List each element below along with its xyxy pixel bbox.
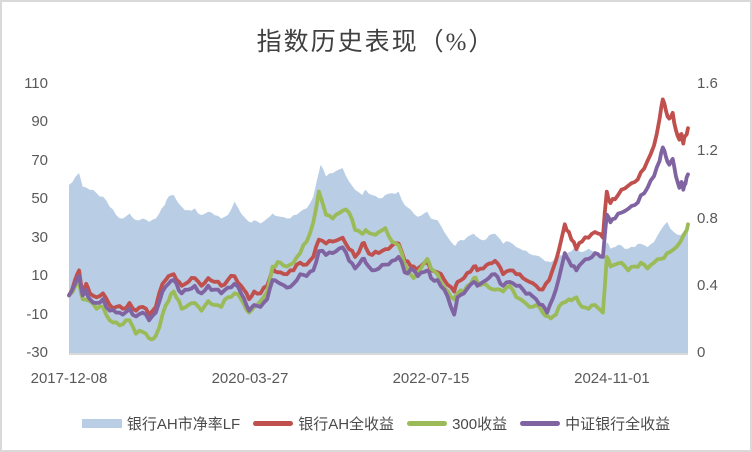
legend-item: 中证银行全收益: [520, 413, 670, 434]
line-series-3: [67, 145, 690, 323]
right-axis-tick-label: 1.6: [697, 75, 718, 92]
x-axis-tick-label: 2017-12-08: [30, 370, 108, 387]
legend-label: 300收益: [452, 415, 508, 433]
legend-line-swatch-icon: [520, 420, 561, 426]
line-series-2: [67, 189, 690, 342]
left-axis-tick-label: 30: [31, 228, 48, 246]
legend-item: 银行AH市净率LF: [81, 413, 241, 434]
legend-line-swatch-icon: [253, 420, 294, 426]
left-axis-tick-label: 10: [31, 267, 48, 285]
x-axis-tick-label: 2024-11-01: [574, 370, 650, 387]
legend-item: 300收益: [407, 413, 507, 434]
left-axis-tick-label: 50: [31, 190, 48, 208]
legend: 银行AH市净率LF 银行AH全收益 300收益 中证银行全收益: [2, 410, 750, 436]
left-axis-tick-label: 90: [31, 113, 48, 131]
legend-label: 中证银行全收益: [565, 415, 671, 433]
legend-item: 银行AH全收益: [253, 413, 394, 434]
x-axis-tick-label: 2020-03-27: [211, 370, 289, 387]
chart-title: 指数历史表现（%）: [256, 29, 496, 56]
left-axis-tick-label: -10: [26, 305, 48, 323]
left-axis-tick-label: -30: [26, 344, 48, 361]
right-axis-tick-label: 0.4: [697, 276, 718, 294]
legend-label: 银行AH全收益: [298, 415, 395, 433]
legend-label: 银行AH市净率LF: [126, 415, 241, 433]
left-axis-tick-label: 70: [31, 151, 48, 169]
left-axis-tick-label: 110: [24, 75, 48, 92]
right-axis-tick-label: 0: [697, 344, 706, 361]
right-axis-tick-label: 0.8: [697, 209, 718, 227]
legend-line-swatch-icon: [407, 420, 448, 426]
legend-area-swatch-icon: [81, 418, 122, 428]
right-axis-tick-label: 1.2: [697, 142, 718, 160]
x-axis-tick-label: 2022-07-15: [392, 370, 470, 387]
